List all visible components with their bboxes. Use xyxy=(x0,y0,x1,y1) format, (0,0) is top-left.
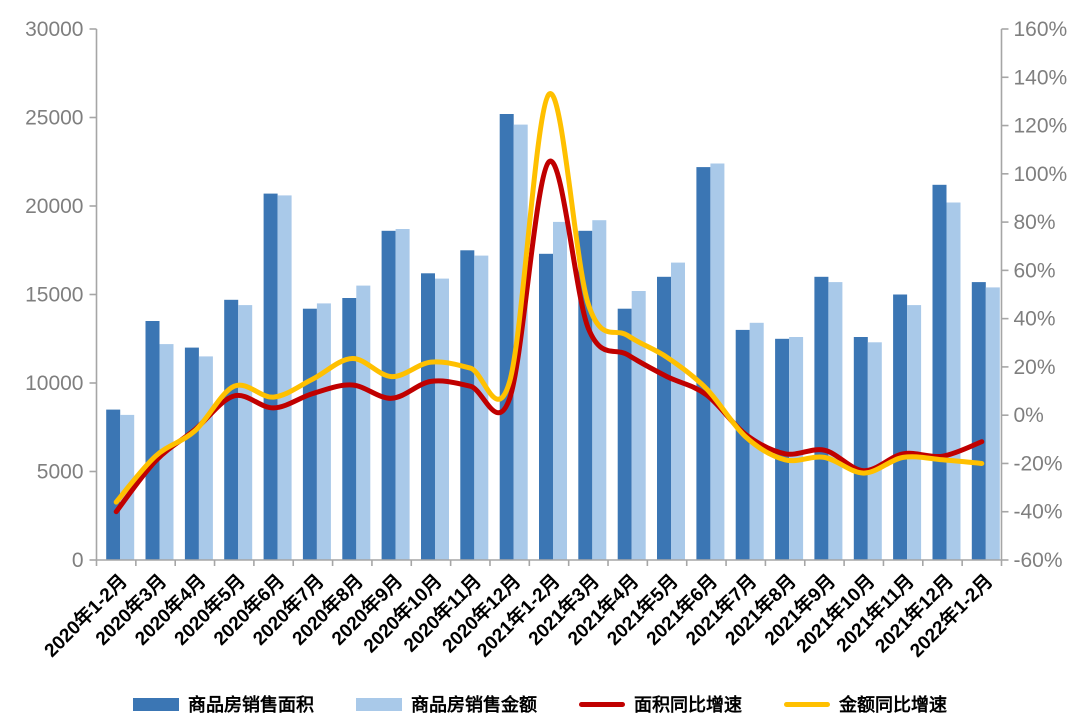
bar-sales-amount-2021年9月 xyxy=(828,282,843,560)
bar-sales-amount-2020年10月 xyxy=(435,278,449,560)
bar-sales-area-2021年8月 xyxy=(775,338,790,561)
bar-sales-amount-2021年10月 xyxy=(867,342,882,560)
right-axis-tick-label: 60% xyxy=(1014,259,1056,282)
bar-sales-area-2022年1-2月 xyxy=(971,282,986,560)
legend-label-sales-amount: 商品房销售金额 xyxy=(411,695,537,715)
bar-sales-area-2020年3月 xyxy=(145,321,160,560)
line-area-growth xyxy=(113,158,985,515)
right-axis-tick-label: 80% xyxy=(1014,211,1056,234)
legend-item-sales-amount: 商品房销售金额 xyxy=(356,691,537,717)
bar-sales-area-2020年6月 xyxy=(263,193,278,560)
left-axis-tick-label: 25000 xyxy=(25,107,83,130)
bar-sales-area-2020年12月 xyxy=(499,114,514,560)
bar-sales-amount-2021年3月 xyxy=(592,220,607,560)
right-axis-tick-label: -20% xyxy=(1014,452,1063,475)
legend-swatch-sales-area xyxy=(133,697,179,711)
bar-sales-area-2021年5月 xyxy=(657,276,671,560)
left-axis-tick-label: 0 xyxy=(72,549,84,572)
left-axis-tick-label: 15000 xyxy=(25,284,83,307)
legend-swatch-sales-amount xyxy=(356,697,402,711)
left-axis-tick-label: 30000 xyxy=(25,18,83,41)
bar-sales-amount-2021年8月 xyxy=(789,337,804,560)
bar-sales-amount-2021年4月 xyxy=(631,291,646,560)
legend-swatch-area-growth xyxy=(579,701,625,707)
bar-sales-area-2020年11月 xyxy=(460,250,475,561)
right-axis-tick-label: 160% xyxy=(1014,18,1068,41)
right-axis-tick-label: 140% xyxy=(1014,66,1068,89)
bar-sales-amount-2020年6月 xyxy=(277,195,292,560)
right-axis-tick-label: -40% xyxy=(1014,501,1063,524)
bar-sales-amount-2021年1-2月 xyxy=(553,221,567,560)
left-axis-tick-label: 10000 xyxy=(25,372,83,395)
right-axis-tick-label: 40% xyxy=(1014,308,1056,331)
bar-sales-amount-2020年4月 xyxy=(198,356,213,560)
bar-sales-area-2020年9月 xyxy=(381,230,396,561)
legend-swatch-amount-growth xyxy=(784,701,830,707)
bar-sales-area-2020年7月 xyxy=(302,308,317,560)
bar-sales-amount-2021年11月 xyxy=(907,305,922,560)
right-axis-tick-label: 0% xyxy=(1014,404,1044,427)
bar-sales-area-2020年1-2月 xyxy=(106,409,121,560)
bar-sales-amount-2021年12月 xyxy=(946,202,961,560)
legend-label-area-growth: 面积同比增速 xyxy=(634,695,742,715)
right-axis-tick-label: 100% xyxy=(1014,163,1068,186)
line-amount-growth xyxy=(113,91,985,505)
bar-sales-area-2021年10月 xyxy=(853,337,868,560)
legend-item-sales-area: 商品房销售面积 xyxy=(133,691,314,717)
bar-sales-area-2020年8月 xyxy=(342,298,357,560)
bar-sales-area-2021年9月 xyxy=(814,276,829,560)
bar-sales-amount-2020年5月 xyxy=(238,305,253,560)
right-axis-tick-label: 120% xyxy=(1014,115,1068,138)
legend-item-area-growth: 面积同比增速 xyxy=(579,691,742,717)
legend-item-amount-growth: 金额同比增速 xyxy=(784,691,947,717)
bar-sales-area-2021年4月 xyxy=(617,308,632,560)
right-axis-tick-label: 20% xyxy=(1014,356,1056,379)
bar-sales-area-2021年7月 xyxy=(735,329,750,560)
bar-sales-area-2020年5月 xyxy=(224,299,239,560)
bar-sales-area-2021年6月 xyxy=(696,167,711,560)
bar-sales-amount-2020年8月 xyxy=(356,285,371,560)
bar-sales-amount-2021年6月 xyxy=(710,163,725,560)
chart-legend: 商品房销售面积 商品房销售金额 面积同比增速 金额同比增速 xyxy=(0,688,1080,720)
left-axis-tick-label: 20000 xyxy=(25,195,83,218)
bar-sales-area-2021年12月 xyxy=(932,184,947,561)
bar-sales-amount-2020年11月 xyxy=(474,255,489,560)
bar-sales-amount-2021年5月 xyxy=(671,262,685,560)
bar-sales-area-2021年1-2月 xyxy=(539,253,553,561)
bar-sales-area-2020年4月 xyxy=(184,347,199,560)
bar-sales-area-2021年11月 xyxy=(893,294,908,560)
legend-label-sales-area: 商品房销售面积 xyxy=(188,695,314,715)
left-axis-tick-label: 5000 xyxy=(37,461,84,484)
bar-sales-amount-2022年1-2月 xyxy=(985,287,1000,560)
legend-label-amount-growth: 金额同比增速 xyxy=(839,695,947,715)
bar-sales-amount-2020年7月 xyxy=(316,303,331,560)
bar-sales-area-2020年10月 xyxy=(421,273,435,560)
right-axis-tick-label: -60% xyxy=(1014,549,1063,572)
